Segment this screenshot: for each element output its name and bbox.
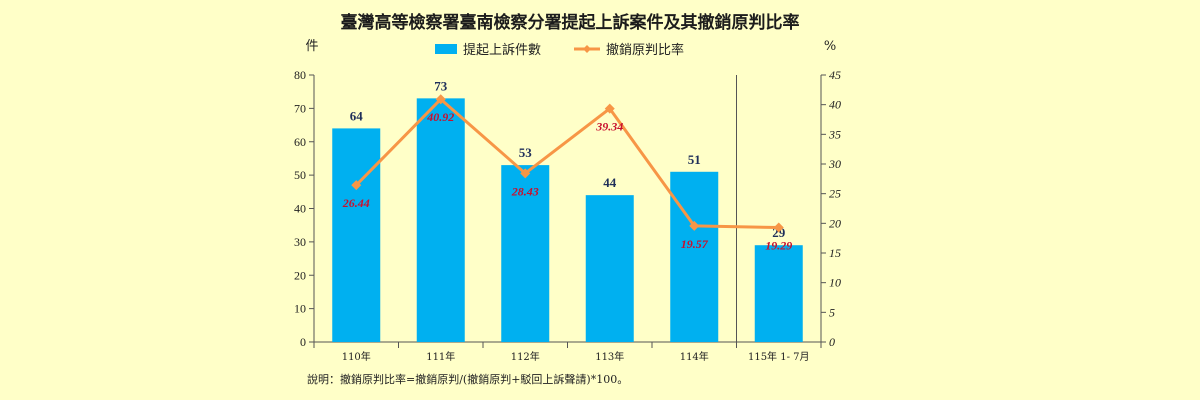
bar <box>501 165 550 342</box>
line-value-label: 26.44 <box>342 196 370 210</box>
chart-note: 說明：撤銷原判比率=撤銷原判/(撤銷原判+駁回上訴聲請)*100。 <box>307 372 628 386</box>
right-tick-label: 20 <box>829 216 841 230</box>
bar <box>416 98 465 342</box>
right-tick-label: 30 <box>828 157 841 171</box>
line-value-label: 39.34 <box>595 120 623 134</box>
line-marker <box>773 222 784 233</box>
right-tick-label: 25 <box>829 187 841 201</box>
left-axis-unit: 件 <box>305 39 318 54</box>
line-value-label: 40.92 <box>426 110 454 124</box>
series-line <box>355 97 779 230</box>
chart-title: 臺灣高等檢察署臺南檢察分署提起上訴案件及其撤銷原判比率 <box>341 12 800 33</box>
right-axis-unit: % <box>824 39 836 54</box>
bar-value-label: 53 <box>519 145 533 160</box>
bar-value-label: 44 <box>603 175 617 190</box>
line-marker <box>351 180 362 191</box>
right-tick-label: 5 <box>829 305 835 319</box>
left-tick-label: 30 <box>294 235 306 249</box>
legend-line-label: 撤銷原判比率 <box>606 42 684 58</box>
line-marker <box>604 103 615 114</box>
legend-bar-swatch <box>435 44 457 54</box>
left-tick-label: 0 <box>300 335 306 349</box>
bar-value-label: 64 <box>350 108 364 123</box>
left-tick-label: 60 <box>294 135 306 149</box>
right-tick-label: 35 <box>828 127 841 141</box>
right-tick-label: 40 <box>829 98 841 112</box>
right-tick-label: 0 <box>829 335 835 349</box>
line-marker <box>689 220 700 231</box>
left-tick-label: 10 <box>294 302 306 316</box>
legend-line-marker <box>583 45 591 53</box>
line-value-label: 19.57 <box>681 237 709 251</box>
bar <box>585 195 634 342</box>
left-tick-label: 20 <box>294 268 306 282</box>
bar <box>754 245 803 342</box>
x-tick-label: 114年 <box>680 350 709 363</box>
plot-area: 0 10 20 30 40 50 60 70 80 0 5 10 15 20 25 30 35 40 45 110年 1… <box>294 68 841 363</box>
line-value-label: 28.43 <box>511 184 539 198</box>
bar <box>332 128 381 342</box>
left-tick-label: 50 <box>294 168 306 182</box>
x-tick-label: 115年 1- 7月 <box>748 350 810 363</box>
right-tick-label: 45 <box>829 68 841 82</box>
bar <box>670 171 719 342</box>
left-tick-label: 80 <box>294 68 306 82</box>
left-tick-label: 70 <box>294 101 306 115</box>
right-tick-label: 15 <box>829 246 841 260</box>
legend-bar-label: 提起上訴件數 <box>463 42 541 58</box>
x-tick-label: 110年 <box>342 350 371 363</box>
bar-value-label: 73 <box>434 78 448 93</box>
line-marker <box>520 168 531 179</box>
x-tick-label: 113年 <box>595 350 624 363</box>
line-value-label: 19.29 <box>765 239 792 253</box>
line-marker <box>435 94 446 105</box>
x-tick-label: 112年 <box>511 350 540 363</box>
bar-value-label: 51 <box>688 152 701 167</box>
right-tick-label: 10 <box>829 276 841 290</box>
x-tick-label: 111年 <box>426 350 455 363</box>
legend: 提起上訴件數 撤銷原判比率 <box>435 42 684 58</box>
left-tick-label: 40 <box>294 202 306 216</box>
